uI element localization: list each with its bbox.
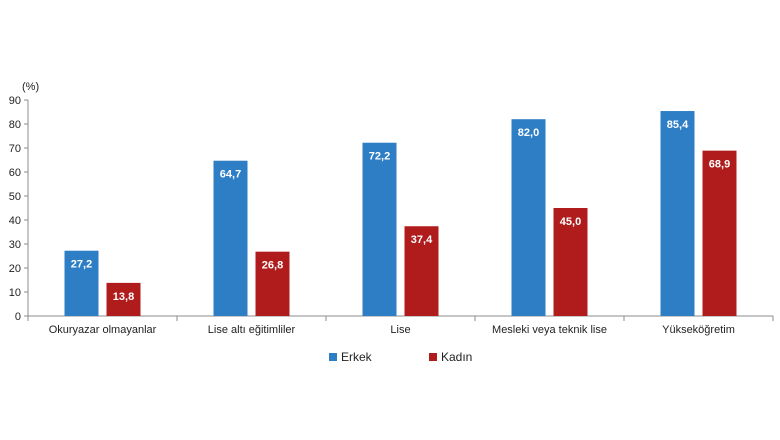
data-labels: 27,2 13,8 64,7 26,8 72,2 37,4 82,0 45,0 85,4 68,9 — [71, 119, 730, 303]
y-tick-label: 20 — [9, 263, 21, 275]
bar-kadin — [404, 226, 439, 316]
x-category-label: Mesleki veya teknik lise — [492, 324, 607, 336]
bar-kadin — [702, 150, 737, 316]
legend-swatch-kadin — [429, 353, 437, 361]
bars — [64, 111, 737, 316]
y-tick-label: 50 — [9, 191, 21, 203]
bar-erkek — [511, 119, 546, 316]
data-label-kadin: 37,4 — [411, 234, 433, 246]
x-category-label: Lise altı eğitimliler — [208, 324, 296, 336]
data-label-erkek: 85,4 — [667, 119, 689, 131]
x-category-label: Yükseköğretim — [662, 324, 735, 336]
y-tick-label: 80 — [9, 119, 21, 131]
data-label-erkek: 64,7 — [220, 169, 241, 181]
y-tick-label: 0 — [15, 311, 21, 323]
axes: 0 10 20 30 40 50 60 70 80 90 Okuryazar olmayanlar L… — [9, 95, 774, 336]
bar-kadin — [553, 208, 588, 316]
legend-label-erkek: Erkek — [341, 350, 373, 364]
legend-label-kadin: Kadın — [441, 350, 472, 364]
bar-kadin — [106, 282, 141, 316]
data-label-erkek: 72,2 — [369, 151, 390, 163]
data-label-kadin: 13,8 — [113, 291, 134, 303]
y-tick-label: 70 — [9, 143, 21, 155]
data-label-erkek: 82,0 — [518, 127, 539, 139]
y-tick-label: 30 — [9, 239, 21, 251]
y-tick-label: 90 — [9, 95, 21, 107]
bar-erkek — [362, 142, 397, 316]
data-label-kadin: 26,8 — [262, 260, 283, 272]
data-label-kadin: 45,0 — [560, 216, 581, 228]
legend-swatch-erkek — [329, 353, 337, 361]
y-tick-label: 10 — [9, 287, 21, 299]
data-label-erkek: 27,2 — [71, 259, 92, 271]
bar-erkek — [213, 160, 248, 316]
data-label-kadin: 68,9 — [709, 159, 730, 171]
bar-erkek — [64, 250, 99, 316]
y-tick-label: 40 — [9, 215, 21, 227]
bar-kadin — [255, 251, 290, 316]
y-tick-label: 60 — [9, 167, 21, 179]
legend: Erkek Kadın — [329, 350, 472, 364]
y-axis-unit-label: (%) — [22, 81, 39, 93]
bar-erkek — [660, 111, 695, 316]
x-category-label: Lise — [390, 324, 410, 336]
x-category-label: Okuryazar olmayanlar — [49, 324, 157, 336]
